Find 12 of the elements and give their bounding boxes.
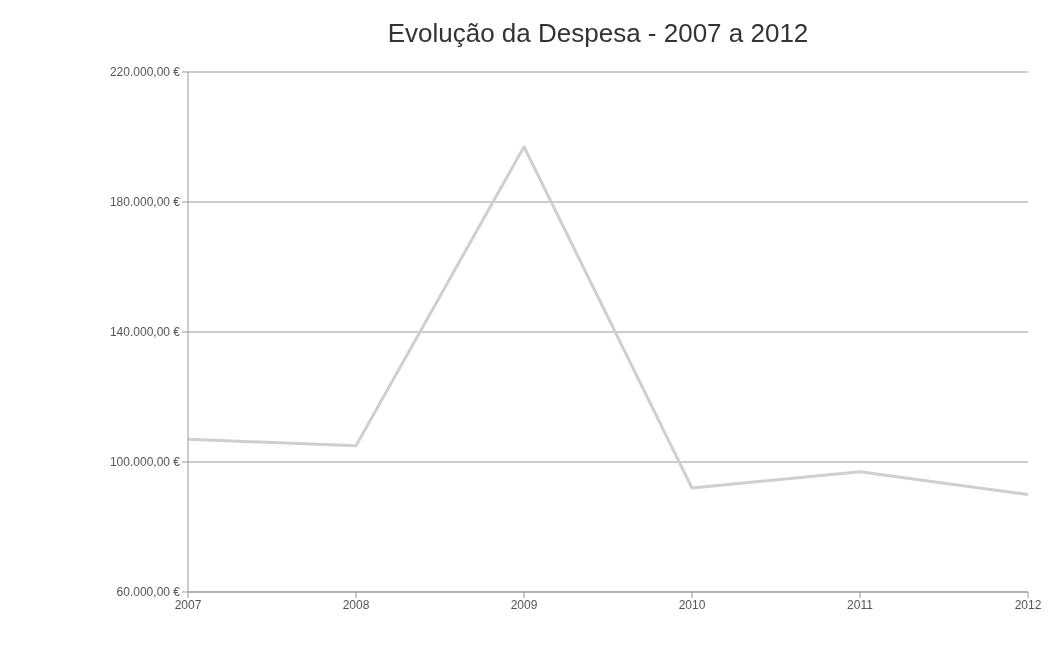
y-tick-label: 100.000,00 € bbox=[109, 455, 181, 470]
x-tick-label: 2010 bbox=[678, 597, 706, 612]
y-tick-label: 140.000,00 € bbox=[109, 325, 181, 340]
y-tick-label: 220.000,00 € bbox=[109, 65, 181, 80]
x-tick-label: 2011 bbox=[847, 597, 874, 612]
x-tick-label: 2012 bbox=[1014, 597, 1042, 612]
x-tick-label: 2009 bbox=[510, 597, 538, 612]
chart-title: Evolução da Despesa - 2007 a 2012 bbox=[386, 17, 810, 50]
y-tick-label: 60.000,00 € bbox=[116, 585, 181, 600]
x-tick-label: 2008 bbox=[342, 597, 370, 612]
x-tick-label: 2007 bbox=[174, 597, 202, 612]
y-tick-label: 180.000,00 € bbox=[109, 195, 181, 210]
